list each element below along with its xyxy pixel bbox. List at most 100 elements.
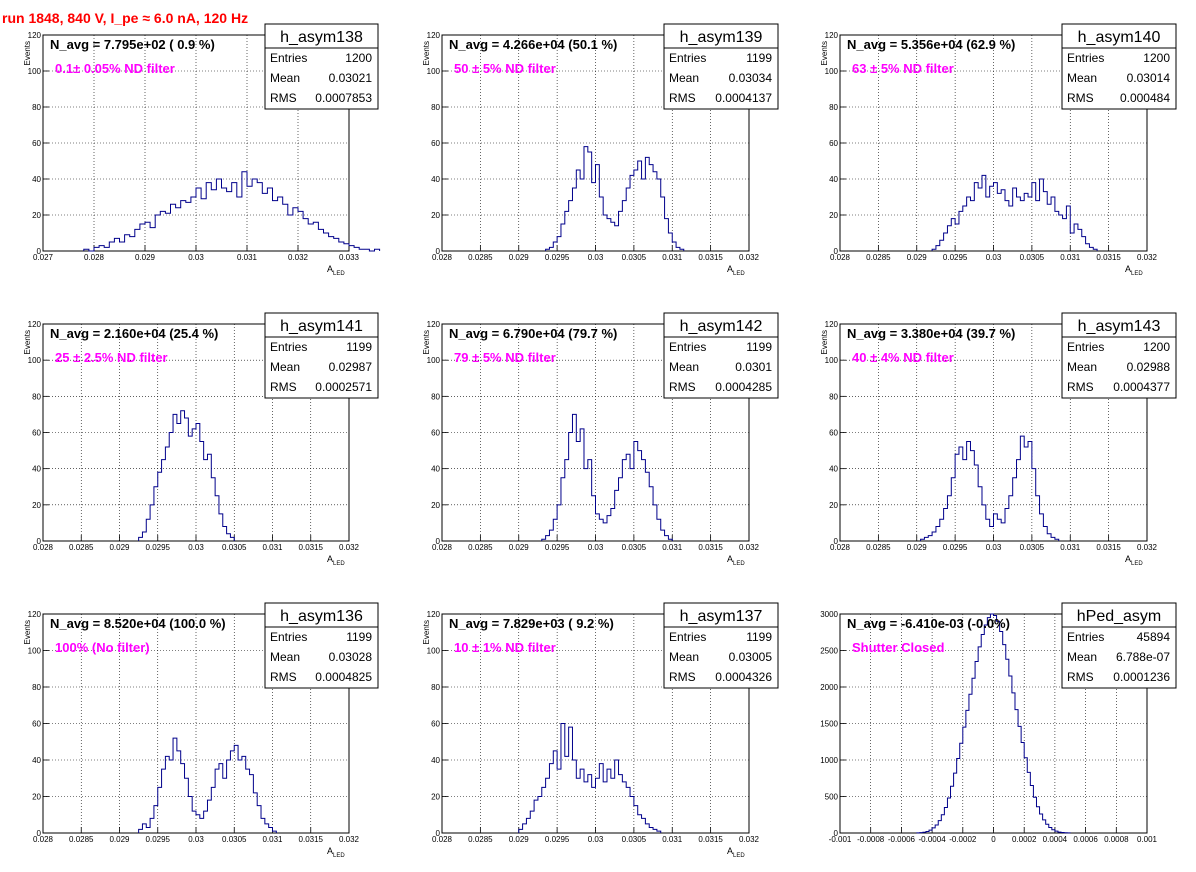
x-tick-label: 0.032: [739, 543, 760, 552]
x-tick-label: 0.032: [1137, 253, 1158, 262]
y-tick-label: 60: [431, 720, 440, 729]
y-tick-label: 0: [436, 247, 441, 256]
x-tick-label: 0: [991, 835, 996, 844]
x-tick-label: 0.031: [237, 253, 258, 262]
y-tick-label: 60: [32, 139, 41, 148]
x-tick-label: 0.028: [84, 253, 105, 262]
x-tick-label: 0.031: [662, 543, 683, 552]
y-tick-label: 0: [436, 829, 441, 838]
x-tick-label: 0.029: [109, 543, 130, 552]
stats-value: 0.0004285: [715, 380, 772, 394]
x-tick-label: -0.0002: [949, 835, 977, 844]
x-tick-label: -0.001: [829, 835, 852, 844]
y-tick-label: 100: [427, 67, 441, 76]
stats-value: 0.0001236: [1113, 670, 1170, 684]
x-tick-label: 0.03: [188, 543, 204, 552]
stats-value: 1199: [746, 630, 772, 644]
stats-label: Mean: [270, 360, 300, 374]
stats-box: [663, 47, 779, 110]
navg-label: N_avg = 8.520e+04 (100.0 %): [50, 616, 226, 631]
stats-value: 0.0002571: [315, 380, 372, 394]
stats-label: Entries: [270, 51, 307, 65]
x-tick-label: 0.029: [509, 835, 530, 844]
y-tick-label: 20: [829, 211, 838, 220]
y-axis-title: Events: [23, 620, 32, 644]
x-tick-label: 0.032: [739, 253, 760, 262]
y-tick-label: 100: [28, 356, 42, 365]
y-tick-label: 60: [431, 429, 440, 438]
x-tick-label: 0.0002: [1012, 835, 1037, 844]
y-tick-label: 0: [834, 829, 839, 838]
x-axis-title: ALED: [1125, 554, 1143, 567]
stats-label: RMS: [669, 670, 696, 684]
x-tick-label: 0.029: [135, 253, 156, 262]
x-tick-label: 0.032: [339, 543, 360, 552]
stats-label: RMS: [270, 91, 297, 105]
histogram-series: [931, 174, 1098, 251]
x-axis-title: ALED: [727, 554, 745, 567]
x-tick-label: 0.03: [588, 543, 604, 552]
x-tick-label: 0.028: [830, 543, 851, 552]
y-tick-label: 20: [32, 211, 41, 220]
x-tick-label: 0.03: [986, 543, 1002, 552]
stats-value: 0.02987: [329, 360, 373, 374]
filter-annotation: 10 ± 1% ND filter: [454, 640, 556, 655]
stats-value: 6.788e-07: [1116, 650, 1170, 664]
x-tick-label: 0.0295: [545, 253, 570, 262]
x-tick-label: 0.029: [109, 835, 130, 844]
y-tick-label: 20: [431, 793, 440, 802]
stats-label: RMS: [669, 91, 696, 105]
y-tick-label: 40: [32, 756, 41, 765]
x-tick-label: 0.03: [588, 835, 604, 844]
x-tick-label: 0.0285: [866, 543, 891, 552]
y-axis-title: Events: [820, 41, 829, 65]
stats-title-box: [663, 23, 779, 49]
x-tick-label: 0.0315: [698, 253, 723, 262]
y-tick-label: 3000: [820, 610, 838, 619]
x-tick-label: 0.027: [33, 253, 54, 262]
navg-label: N_avg = 6.790e+04 (79.7 %): [449, 326, 617, 341]
stats-value: 45894: [1137, 630, 1171, 644]
x-axis-title: ALED: [727, 846, 745, 859]
stats-label: Mean: [669, 650, 699, 664]
stats-title-box: [1061, 602, 1177, 628]
y-axis-title: Events: [422, 620, 431, 644]
y-tick-label: 40: [431, 175, 440, 184]
stats-box: [264, 336, 379, 399]
x-tick-label: 0.0004: [1043, 835, 1068, 844]
stats-value: 1199: [746, 340, 772, 354]
y-tick-label: 40: [829, 465, 838, 474]
stats-title-box: [264, 312, 379, 338]
y-tick-label: 80: [431, 103, 440, 112]
filter-annotation: 79 ± 5% ND filter: [454, 350, 556, 365]
filter-annotation: 100% (No filter): [55, 640, 150, 655]
stats-label: Entries: [270, 630, 307, 644]
y-tick-label: 120: [28, 31, 42, 40]
stats-value: 1200: [345, 51, 372, 65]
x-tick-label: 0.0315: [1096, 253, 1121, 262]
y-axis-title: Events: [23, 41, 32, 65]
x-tick-label: 0.032: [288, 253, 309, 262]
navg-label: N_avg = 3.380e+04 (39.7 %): [847, 326, 1015, 341]
navg-label: N_avg = 4.266e+04 (50.1 %): [449, 37, 617, 52]
stats-value: 1200: [1143, 51, 1170, 65]
x-tick-label: 0.0295: [146, 835, 171, 844]
x-tick-label: 0.0305: [622, 835, 647, 844]
stats-box: [663, 336, 779, 399]
x-tick-label: 0.0295: [943, 543, 968, 552]
y-tick-label: 100: [28, 647, 42, 656]
histogram-series: [545, 146, 685, 251]
x-tick-label: 0.0315: [1096, 543, 1121, 552]
histogram-series: [518, 723, 662, 833]
stats-box: [663, 626, 779, 689]
stats-label: Mean: [270, 71, 300, 85]
x-tick-label: 0.031: [262, 835, 283, 844]
stats-value: 0.03021: [329, 71, 373, 85]
y-tick-label: 100: [427, 356, 441, 365]
x-axis-title: ALED: [327, 264, 345, 277]
y-tick-label: 0: [436, 537, 441, 546]
x-tick-label: 0.0285: [69, 835, 94, 844]
stats-value: 0.03005: [729, 650, 773, 664]
stats-label: Mean: [1067, 650, 1097, 664]
x-tick-label: 0.028: [33, 543, 54, 552]
